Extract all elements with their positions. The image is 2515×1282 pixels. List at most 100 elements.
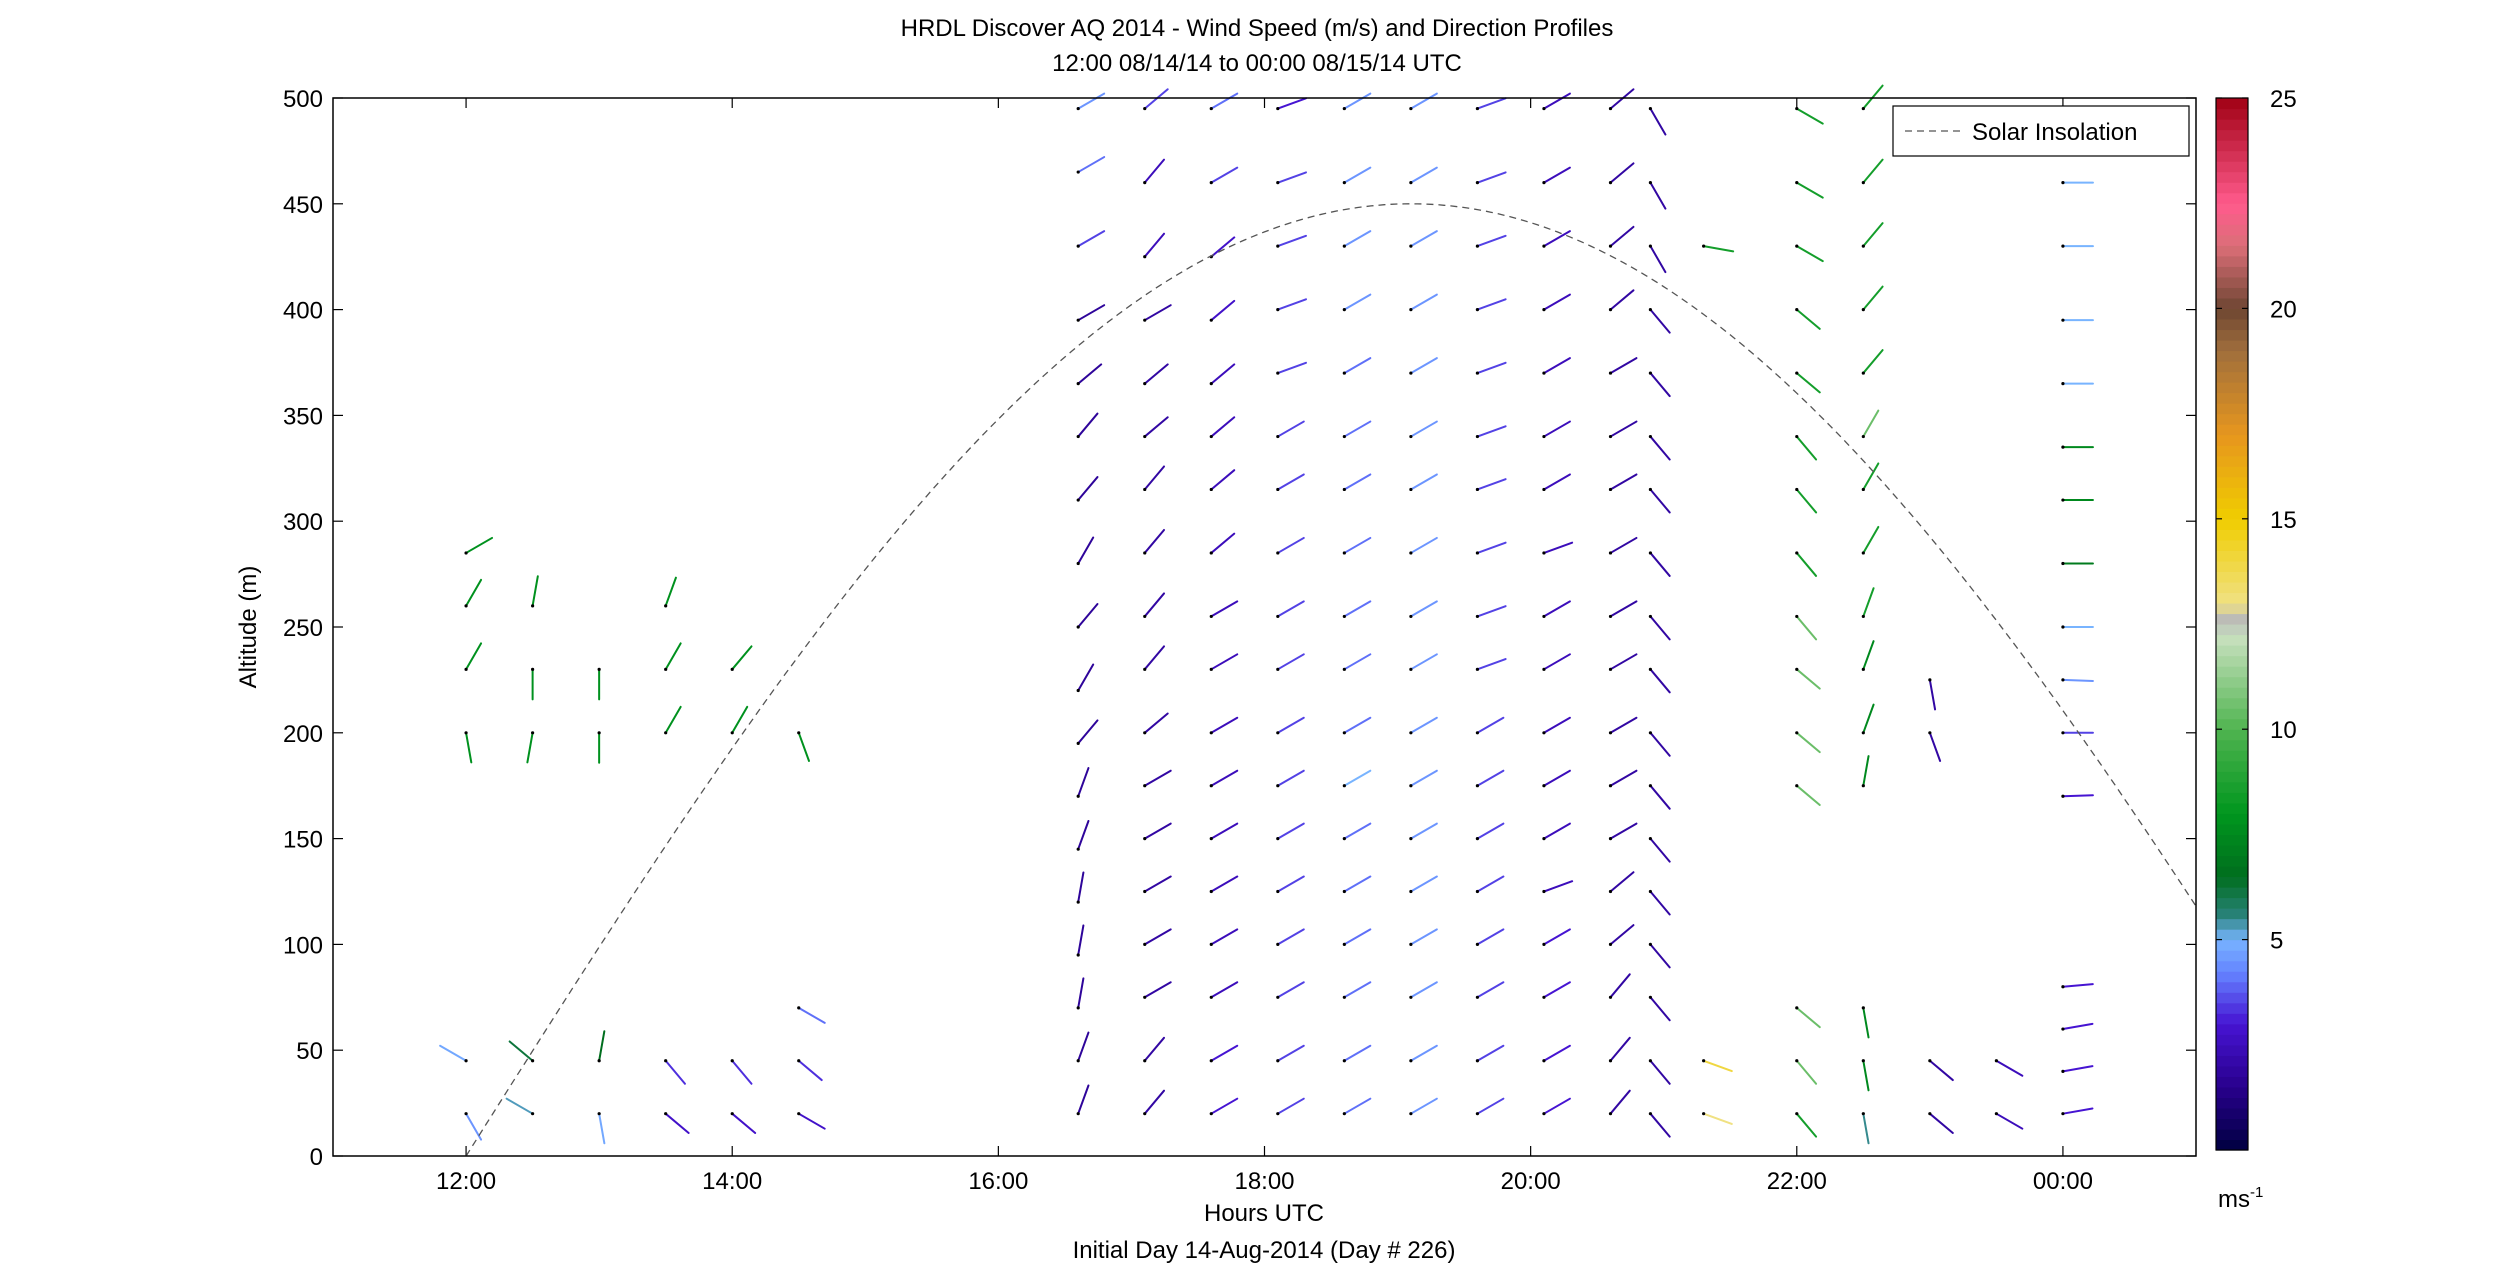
wind-barb-base [1475,1059,1480,1063]
wind-barb-shaft [1343,1097,1372,1115]
wind-barb-base [1648,371,1653,375]
wind-barb-shaft [1143,875,1172,893]
wind-barb-base [1648,614,1653,619]
wind-barb [1209,769,1239,788]
wind-barb [526,731,535,764]
wind-barb [1209,363,1236,386]
wind-barb-base [2061,498,2065,502]
wind-barb-shaft [1210,600,1239,618]
wind-barb [1608,1036,1631,1063]
wind-barb-shaft [1542,473,1571,491]
wind-barb-shaft [1409,166,1438,184]
wind-barb [1475,822,1505,841]
wind-barb-shaft [1143,363,1169,385]
wind-barb-shaft [1609,871,1635,893]
colorbar-segment [2216,897,2248,909]
colorbar-segment [2216,771,2248,783]
colorbar-segment [2216,529,2248,541]
wind-barb [1475,928,1505,947]
wind-barb [2061,625,2094,629]
wind-barb-shaft [1862,222,1884,248]
wind-barb-base [1409,244,1413,248]
wind-barb [1542,653,1571,671]
wind-barb-base [1475,308,1480,312]
colorbar-segment [2216,318,2248,331]
wind-barb-base [1795,551,1799,555]
wind-barb-base [464,551,468,555]
wind-barb-shaft [1609,653,1638,671]
colorbar-segment [2216,750,2248,762]
wind-barb [597,1112,606,1145]
wind-barb-base [2061,244,2065,248]
colorbar-segment [2216,150,2248,162]
wind-barb-base [1143,614,1147,619]
wind-barb-base [1648,551,1653,555]
wind-barb-shaft [1862,703,1875,734]
wind-barb-base [1076,382,1080,386]
wind-barb-shaft [1343,822,1372,840]
wind-barb-shaft [1862,462,1880,491]
colorbar-segment [2216,371,2248,383]
wind-barb-shaft [1077,871,1085,904]
wind-barb [1795,667,1821,690]
wind-barb-base [1209,551,1213,555]
wind-barb-base [1608,995,1613,999]
wind-barb-shaft [465,536,494,554]
wind-barb-shaft [1143,981,1172,999]
wind-barb-base [1209,382,1213,386]
wind-barb-base [1861,308,1865,312]
wind-barb-shaft [1276,97,1307,110]
wind-barb-shaft [1862,1112,1870,1145]
wind-barb-shaft [1542,600,1571,618]
wind-barb-base [1648,106,1653,111]
y-tick-label: 250 [283,615,323,642]
wind-barb [1076,156,1106,174]
wind-barb-base [730,731,734,735]
wind-barb [1608,225,1635,248]
x-tick-label: 22:00 [1767,1168,1827,1195]
colorbar-segment [2216,287,2248,299]
wind-barb-shaft [1928,731,1942,762]
wind-barb-base [730,1112,734,1116]
wind-barb-shaft [1795,308,1821,330]
wind-barb-shaft [1649,551,1671,577]
wind-barb [1342,716,1372,735]
wind-barb [1143,822,1172,841]
wind-barb-shaft [1476,875,1505,893]
wind-barb-shaft [1409,1097,1438,1115]
wind-barb-shaft [731,1059,753,1085]
wind-barb [1795,308,1821,330]
wind-barb-base [1795,731,1799,735]
chart-subtitle: 12:00 08/14/14 to 00:00 08/15/14 UTC [1052,50,1462,77]
wind-barb-base [1143,181,1147,185]
wind-barb-shaft [1862,409,1880,438]
colorbar-segment [2216,434,2248,446]
wind-barb-base [1409,837,1413,841]
wind-barb-base [1209,889,1213,894]
wind-barb [1648,1112,1671,1138]
colorbar-segment [2216,939,2248,951]
wind-barb-base [1542,667,1546,671]
wind-barb-base [1608,731,1613,735]
wind-barb-base [1608,837,1613,841]
wind-barb [1475,298,1507,312]
wind-barb-shaft [1609,88,1635,110]
colorbar-segment [2216,687,2248,699]
wind-barb-shaft [1343,653,1372,671]
x-tick-label: 16:00 [968,1168,1028,1195]
wind-barb-base [1861,551,1865,555]
wind-barb-shaft [1862,525,1880,554]
wind-barb-shaft [1276,171,1307,184]
wind-barb-base [1608,784,1613,788]
wind-barb-shaft [1542,822,1571,840]
wind-barb-base [664,1059,668,1063]
wind-barb-shaft [797,1006,826,1024]
wind-barb-shaft [1542,981,1571,999]
colorbar-unit: ms-1 [2218,1184,2263,1213]
wind-barb [1409,822,1438,841]
wind-barb-shaft [1795,435,1818,461]
wind-barb [1409,981,1438,999]
wind-barb-base [1648,667,1653,671]
colorbar-segment [2216,466,2248,478]
wind-barb-base [1861,731,1865,735]
